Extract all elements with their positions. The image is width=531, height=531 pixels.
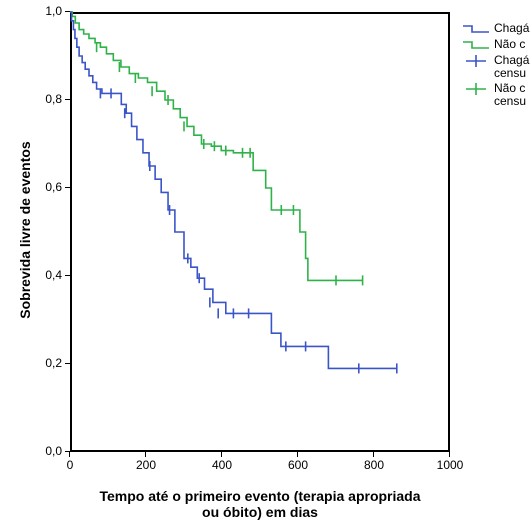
- y-tick-mark: [65, 363, 70, 364]
- legend-label: Chagá: [494, 22, 529, 35]
- x-tick-label: 0: [52, 458, 88, 472]
- x-axis-label-line2: ou óbito) em dias: [70, 504, 450, 520]
- legend-step-icon: [462, 38, 490, 52]
- y-tick-mark: [65, 99, 70, 100]
- x-tick-label: 1000: [432, 458, 468, 472]
- x-tick-mark: [449, 452, 450, 457]
- x-axis-label-line1: Tempo até o primeiro evento (terapia apr…: [70, 488, 450, 504]
- y-tick-mark: [65, 451, 70, 452]
- y-tick-label: 0,4: [45, 268, 62, 282]
- legend-item: Chagá: [462, 22, 529, 36]
- legend-item: Não c: [462, 38, 529, 52]
- x-tick-label: 600: [280, 458, 316, 472]
- legend-label: Não c: [494, 38, 525, 51]
- legend-cross-icon: [462, 82, 490, 96]
- legend-item: Não ccensu: [462, 82, 529, 108]
- legend: Chagá Não c ChagácensuNão ccensu: [462, 22, 529, 110]
- y-tick-label: 0,8: [45, 92, 62, 106]
- legend-item: Chagácensu: [462, 54, 529, 80]
- y-tick-label: 0,0: [45, 444, 62, 458]
- x-tick-label: 200: [128, 458, 164, 472]
- legend-label: Não ccensu: [494, 82, 526, 108]
- y-tick-label: 1,0: [45, 4, 62, 18]
- legend-cross-icon: [462, 54, 490, 68]
- y-tick-label: 0,2: [45, 356, 62, 370]
- y-tick-label: 0,6: [45, 180, 62, 194]
- y-axis-label: Sobrevida livre de eventos: [17, 90, 33, 370]
- y-tick-mark: [65, 11, 70, 12]
- x-tick-mark: [69, 452, 70, 457]
- km-figure: Sobrevida livre de eventos Tempo até o p…: [0, 0, 531, 531]
- nao-curve: [70, 12, 363, 280]
- curves-svg: [0, 0, 531, 531]
- x-tick-mark: [221, 452, 222, 457]
- y-tick-mark: [65, 275, 70, 276]
- x-tick-mark: [373, 452, 374, 457]
- legend-step-icon: [462, 22, 490, 36]
- x-tick-label: 800: [356, 458, 392, 472]
- legend-label: Chagácensu: [494, 54, 529, 80]
- x-tick-mark: [145, 452, 146, 457]
- x-axis-label: Tempo até o primeiro evento (terapia apr…: [70, 488, 450, 520]
- x-tick-mark: [297, 452, 298, 457]
- y-tick-mark: [65, 187, 70, 188]
- x-tick-label: 400: [204, 458, 240, 472]
